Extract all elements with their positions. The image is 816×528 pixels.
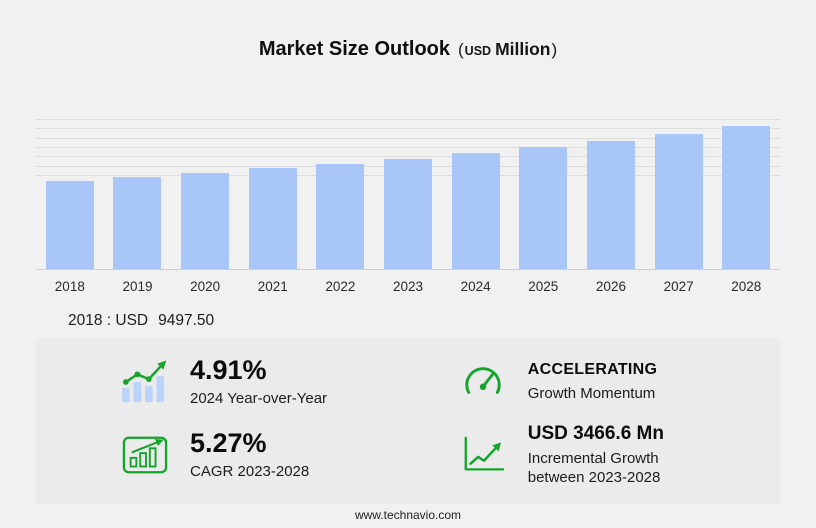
speedometer-icon — [454, 361, 512, 403]
x-axis-label-2028: 2028 — [731, 279, 762, 294]
x-axis-label-2020: 2020 — [190, 279, 221, 294]
bar-2023 — [384, 158, 433, 269]
bar-slot — [104, 120, 172, 269]
growth-arrow-icon — [454, 434, 512, 476]
title-close-paren: ) — [551, 40, 558, 59]
title-unit: Million — [495, 39, 551, 59]
momentum-value: ACCELERATING — [527, 361, 658, 378]
x-axis-labels: 2018 2019 2020 2021 2022 2023 2024 2025 2026 2027… — [36, 279, 780, 294]
bar-slot — [442, 120, 510, 269]
bar-slot — [645, 120, 713, 269]
bar-slot — [307, 120, 375, 269]
stat-year-over-year: 4.91% 2024 Year-over-Year — [36, 355, 438, 408]
stat-cagr: 5.27% CAGR 2023-2028 — [36, 428, 438, 481]
bar-2021 — [248, 168, 297, 269]
bar-2022 — [316, 163, 365, 269]
stat-growth-momentum: ACCELERATING Growth Momentum — [438, 360, 780, 403]
x-axis-label-2022: 2022 — [325, 279, 356, 294]
x-axis-label-2026: 2026 — [595, 279, 626, 294]
bar-slot — [374, 120, 442, 269]
base-year-annotation: 2018 : USD 9497.50 — [68, 312, 816, 330]
footer-url: www.technavio.com — [354, 508, 462, 522]
title-currency: USD — [464, 44, 492, 58]
bar-2019 — [113, 176, 162, 269]
title-text: Market Size Outlook — [258, 38, 450, 60]
bar-trend-icon — [116, 359, 174, 405]
incremental-value: USD 3466.6 Mn — [527, 423, 664, 444]
bar-plot — [36, 119, 780, 270]
gridline — [36, 128, 780, 130]
x-axis-label-2025: 2025 — [528, 279, 559, 294]
x-axis-label-2024: 2024 — [460, 279, 491, 294]
x-axis-label-2027: 2027 — [663, 279, 694, 294]
base-year-amount: 9497.50 — [158, 312, 215, 329]
bar-slot — [239, 120, 307, 269]
page-title: Market Size Outlook (USD Million) — [0, 0, 816, 64]
x-axis-label-2019: 2019 — [122, 279, 153, 294]
bar-chart: 2018 2019 2020 2021 2022 2023 2024 2025 2026 2027… — [36, 119, 780, 294]
x-axis-label-2023: 2023 — [393, 279, 424, 294]
yoy-label: 2024 Year-over-Year — [190, 390, 328, 407]
yoy-text: 4.91% 2024 Year-over-Year — [190, 355, 327, 408]
x-axis-label-2018: 2018 — [54, 279, 85, 294]
bar-slot — [509, 120, 577, 269]
cagr-text: 5.27% CAGR 2023-2028 — [190, 428, 309, 481]
bar-2018 — [45, 180, 94, 269]
title-open-paren: ( — [458, 40, 464, 59]
bar-2020 — [181, 172, 230, 269]
yoy-value: 4.91% — [190, 355, 267, 385]
gridline — [36, 137, 780, 139]
bar-2027 — [654, 133, 703, 269]
bar-slot — [577, 120, 645, 269]
stats-panel: 4.91% 2024 Year-over-Year ACCELERATING G… — [36, 338, 780, 504]
bar-slot — [36, 120, 104, 269]
bar-2025 — [519, 147, 568, 269]
stat-incremental-growth: USD 3466.6 Mn Incremental Growth between… — [438, 422, 780, 487]
bar-2024 — [451, 153, 500, 269]
x-axis-label-2021: 2021 — [257, 279, 288, 294]
gridline — [36, 156, 780, 158]
gridline — [36, 119, 780, 120]
momentum-text: ACCELERATING Growth Momentum — [528, 360, 658, 403]
gridline — [36, 146, 780, 148]
bar-slot — [171, 120, 239, 269]
cagr-value: 5.27% — [190, 428, 267, 458]
momentum-label: Growth Momentum — [527, 385, 656, 402]
base-year-label: 2018 : USD — [68, 312, 149, 329]
bar-slot — [712, 120, 780, 269]
chart-window-icon — [116, 434, 174, 476]
incremental-text: USD 3466.6 Mn Incremental Growth between… — [528, 422, 713, 487]
incremental-label: Incremental Growth between 2023-2028 — [527, 450, 661, 486]
bar-2026 — [586, 140, 635, 269]
bar-2028 — [722, 126, 771, 269]
cagr-label: CAGR 2023-2028 — [190, 463, 310, 480]
